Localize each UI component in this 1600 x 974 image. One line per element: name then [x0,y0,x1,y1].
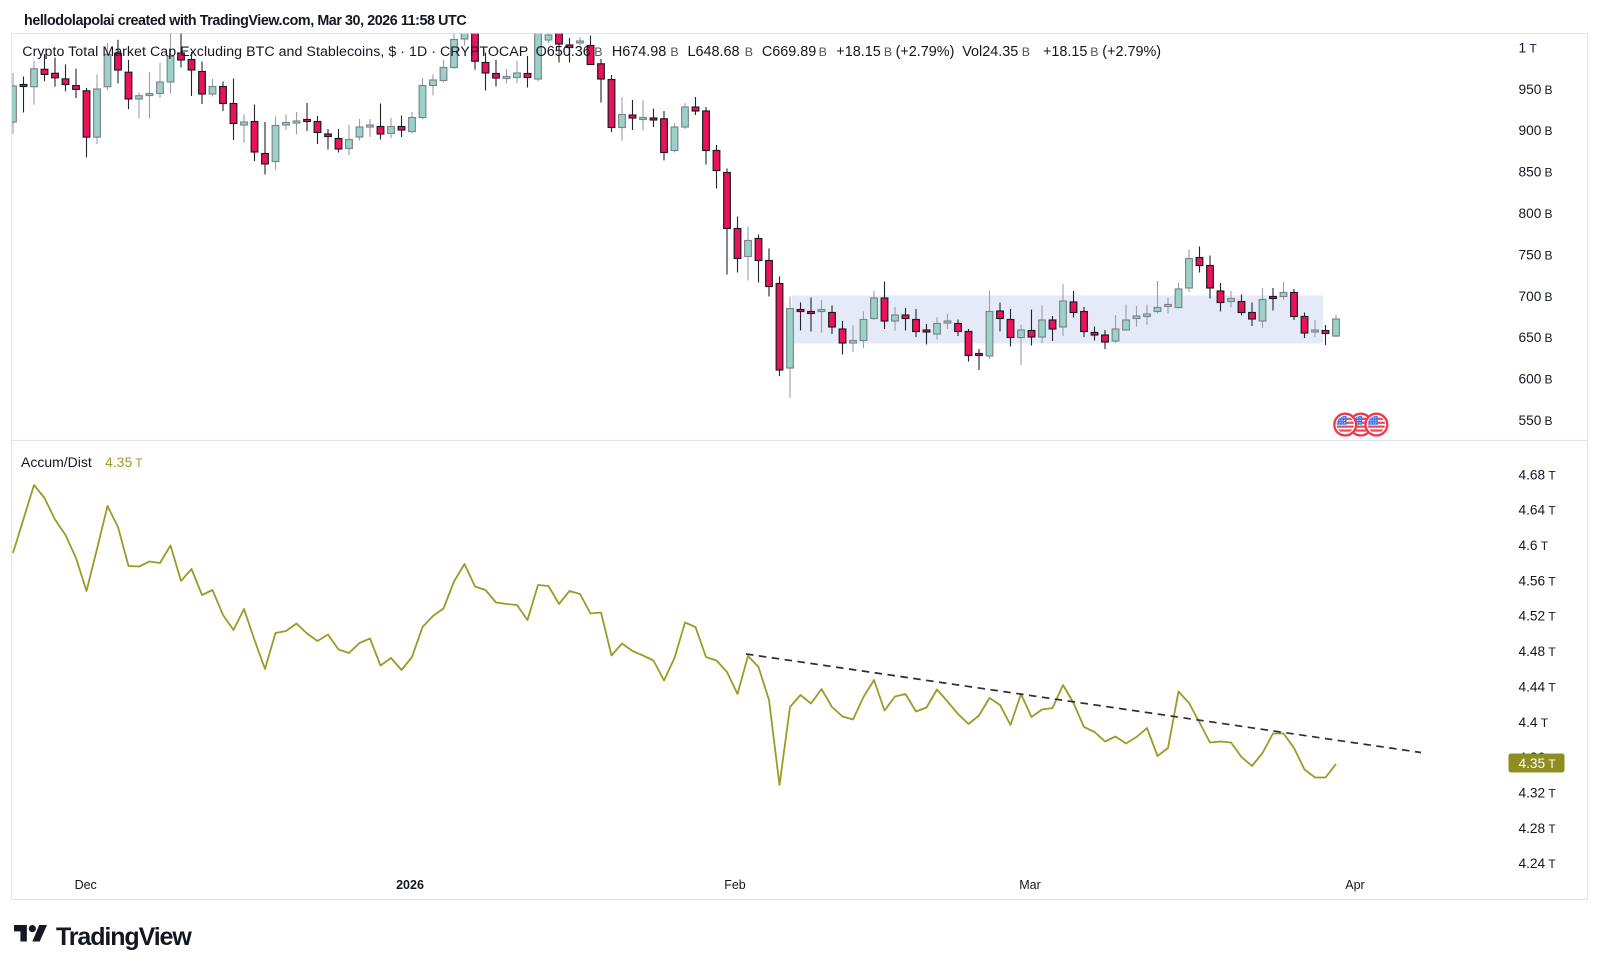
svg-text:C669.89: C669.89 [762,44,816,60]
svg-text:(+2.79%): (+2.79%) [1102,44,1161,60]
svg-text:L648.68: L648.68 [688,44,740,60]
svg-text:Dec: Dec [75,878,97,892]
svg-text:4.56T: 4.56 T [1519,573,1557,588]
svg-text:Vol24.35: Vol24.35 [962,44,1018,60]
svg-text:B: B [1022,45,1030,59]
svg-text:B: B [594,45,602,59]
svg-text:B: B [819,45,827,59]
svg-text:(+2.79%): (+2.79%) [896,44,955,60]
svg-text:4.44T: 4.44 T [1519,679,1557,694]
svg-text:Accum/Dist: Accum/Dist [21,454,92,470]
svg-text:4.32T: 4.32 T [1519,786,1557,801]
svg-text:Apr: Apr [1345,878,1364,892]
svg-text:4.68T: 4.68 T [1519,467,1557,482]
svg-text:2026: 2026 [396,878,424,892]
svg-text:B: B [745,45,753,59]
svg-text:4.48T: 4.48 T [1519,644,1557,659]
svg-text:B: B [884,45,892,59]
svg-text:4.35T: 4.35 T [1519,756,1557,771]
svg-text:TradingView: TradingView [56,923,192,951]
svg-text:B: B [670,45,678,59]
svg-text:4.4T: 4.4 T [1519,715,1549,730]
svg-text:4.28T: 4.28 T [1519,821,1557,836]
svg-text:O650.36: O650.36 [536,44,591,60]
svg-text:4.52T: 4.52 T [1519,609,1557,624]
svg-text:hellodolapolai created with Tr: hellodolapolai created with TradingView.… [24,13,466,29]
svg-text:4.24T: 4.24 T [1519,856,1557,871]
svg-text:Mar: Mar [1019,878,1041,892]
svg-text:Feb: Feb [724,878,746,892]
svg-text:+18.15: +18.15 [836,44,880,60]
svg-text:H674.98: H674.98 [612,44,666,60]
svg-text:Crypto Total Market Cap Exclud: Crypto Total Market Cap Excluding BTC an… [22,44,528,60]
svg-text:4.6T: 4.6 T [1519,538,1549,553]
svg-text:+18.15: +18.15 [1043,44,1087,60]
svg-text:B: B [1090,45,1098,59]
svg-text:4.64T: 4.64 T [1519,503,1557,518]
svg-text:4.35T: 4.35 T [105,454,143,470]
